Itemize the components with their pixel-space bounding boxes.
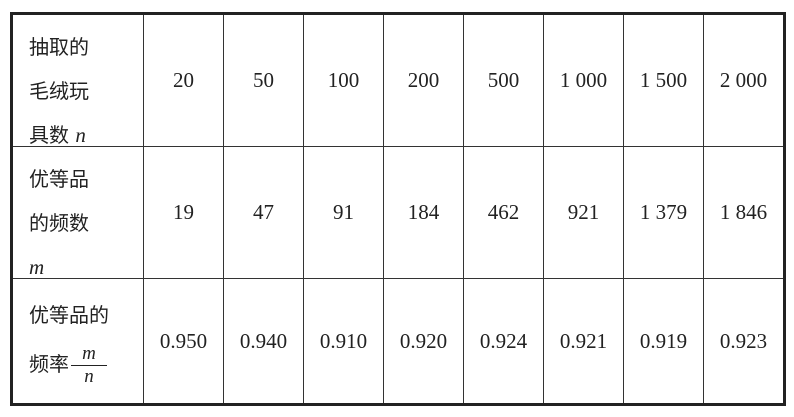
row-header-line: 优等品的 bbox=[29, 303, 109, 327]
table-cell: 19 bbox=[144, 147, 224, 279]
table-cell: 500 bbox=[464, 15, 544, 147]
table-cell: 1 846 bbox=[704, 147, 783, 279]
table-cell: 0.923 bbox=[719, 328, 768, 353]
row-header-line: 具数 n bbox=[29, 113, 86, 157]
fraction-denominator: n bbox=[84, 366, 94, 387]
row-header-frequency-rate: 优等品的 频率 m n bbox=[13, 279, 144, 403]
variable-m: m bbox=[29, 255, 45, 279]
table-cell: 1 500 bbox=[624, 15, 704, 147]
table-cell: 91 bbox=[304, 147, 384, 279]
table-cell: 462 bbox=[464, 147, 544, 279]
row-header-text: 频率 bbox=[29, 352, 69, 376]
table-cell: 0.910 bbox=[304, 279, 384, 403]
table-cell: 0.919 bbox=[624, 279, 704, 403]
fraction-numerator: m bbox=[82, 343, 96, 364]
table-cell: 200 bbox=[384, 15, 464, 147]
row-header-sample-size: 抽取的 毛绒玩 具数 n bbox=[13, 15, 144, 147]
table-cell: 1 379 bbox=[624, 147, 704, 279]
frequency-table: 抽取的 毛绒玩 具数 n 20 50 100 200 500 1 000 1 5… bbox=[10, 12, 786, 406]
table-cell: 100 bbox=[304, 15, 384, 147]
row-header-frequency-count: 优等品 的频数 m bbox=[13, 147, 144, 279]
row-header-line: 抽取的 bbox=[29, 35, 89, 59]
table-cell: 184 bbox=[384, 147, 464, 279]
table-cell: 20 bbox=[144, 15, 224, 147]
fraction-bar bbox=[71, 365, 107, 366]
table-cell: 921 bbox=[544, 147, 624, 279]
table-cell: 0.924 bbox=[464, 279, 544, 403]
table-cell: 0.950 bbox=[144, 279, 224, 403]
table-cell: 0.940 bbox=[224, 279, 304, 403]
row-header-line: 毛绒玩 bbox=[29, 79, 89, 103]
table-cell: 47 bbox=[224, 147, 304, 279]
row-header-text: 具数 bbox=[29, 123, 69, 147]
table-cell: 2 000 bbox=[704, 15, 783, 147]
variable-n: n bbox=[75, 123, 86, 147]
table-cell: 50 bbox=[224, 15, 304, 147]
table-cell: 0.921 bbox=[544, 279, 624, 403]
row-header-line: 的频数 bbox=[29, 211, 89, 235]
row-header-line: 频率 m n bbox=[29, 343, 107, 388]
table-cell: 0.920 bbox=[384, 279, 464, 403]
table-cell: 1 000 bbox=[544, 15, 624, 147]
row-header-line: 优等品 bbox=[29, 167, 89, 191]
